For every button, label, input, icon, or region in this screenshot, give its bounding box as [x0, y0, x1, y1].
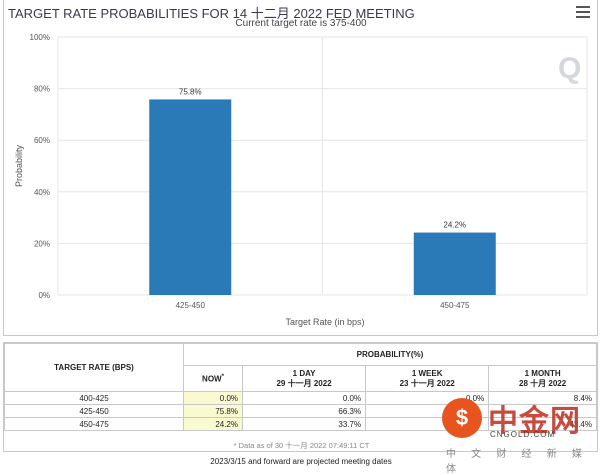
cngold-watermark-logo: $ 中金网 CNGOLD.COM 中 文 财 经 新 媒 体: [440, 392, 600, 475]
day-cell: 66.3%: [241, 404, 367, 418]
y-tick-label: 20%: [34, 239, 50, 248]
now-cell: 24.2%: [183, 417, 243, 431]
now-column-header: NOW*: [183, 365, 243, 392]
y-tick-label: 60%: [34, 136, 50, 145]
day-cell: 33.7%: [241, 417, 367, 431]
target-rate-header: TARGET RATE (BPS): [4, 343, 184, 392]
rate-cell: 450-475: [4, 417, 184, 431]
y-tick-label: 80%: [34, 85, 50, 94]
bars: 75.8% 24.2%: [149, 87, 496, 295]
gridlines: [57, 36, 588, 296]
probability-table: TARGET RATE (BPS) PROBABILITY(%) NOW* 1 …: [4, 343, 597, 431]
chart-subtitle: Current target rate is 375-400: [235, 18, 367, 29]
y-axis-label: Probability: [14, 144, 24, 187]
bar-chart: 0% 20% 40% 60% 80% 100% 75.8% 24.2% 425-450 450…: [14, 33, 588, 327]
now-cell: 75.8%: [183, 404, 243, 418]
logo-text: 中金网: [488, 404, 581, 439]
bar-value-label: 75.8%: [179, 87, 202, 96]
cngold-logo-icon: $: [442, 398, 482, 438]
probability-table-panel: TARGET RATE (BPS) PROBABILITY(%) NOW* 1 …: [3, 342, 598, 452]
logo-slogan: 中 文 财 经 新 媒 体: [446, 449, 588, 475]
week-column-header: 1 WEEK 23 十一月 2022: [365, 365, 490, 392]
q-watermark-icon: Q: [558, 52, 582, 85]
y-tick-labels: 0% 20% 40% 60% 80% 100%: [30, 33, 50, 300]
bar-value-label: 24.2%: [443, 221, 466, 230]
chart-title: TARGET RATE PROBABILITIES FOR 14 十二月 202…: [8, 6, 415, 21]
table-row: 450-475 24.2% 33.7% 43.4%: [4, 417, 597, 431]
logo-url: CNGOLD.COM: [490, 430, 556, 439]
y-tick-label: 0%: [38, 291, 50, 300]
x-tick-label: 425-450: [176, 301, 206, 310]
now-cell: 0.0%: [183, 391, 243, 405]
rate-cell: 425-450: [4, 404, 184, 418]
x-tick-label: 450-475: [440, 301, 470, 310]
hamburger-menu-icon[interactable]: [576, 6, 590, 18]
chart-panel: [3, 0, 598, 336]
rate-cell: 400-425: [4, 391, 184, 405]
x-tick-labels: 425-450 450-475: [176, 301, 470, 310]
probability-header: PROBABILITY(%): [183, 343, 597, 366]
month-cell: 43.4%: [488, 417, 597, 431]
data-timestamp-footnote: * Data as of 30 十一月 2022 07:49:11 CT: [233, 441, 370, 450]
bar-425-450[interactable]: [149, 99, 232, 295]
y-tick-label: 40%: [34, 188, 50, 197]
y-tick-label: 100%: [30, 33, 50, 42]
day-column-header: 1 DAY 29 十一月 2022: [241, 365, 367, 392]
month-column-header: 1 MONTH 28 十月 2022: [488, 365, 597, 392]
bar-450-475[interactable]: [413, 232, 496, 295]
day-cell: 0.0%: [241, 391, 367, 405]
x-axis-label: Target Rate (in bps): [285, 317, 364, 327]
projected-dates-note: 2023/3/15 and forward are projected meet…: [210, 457, 392, 466]
